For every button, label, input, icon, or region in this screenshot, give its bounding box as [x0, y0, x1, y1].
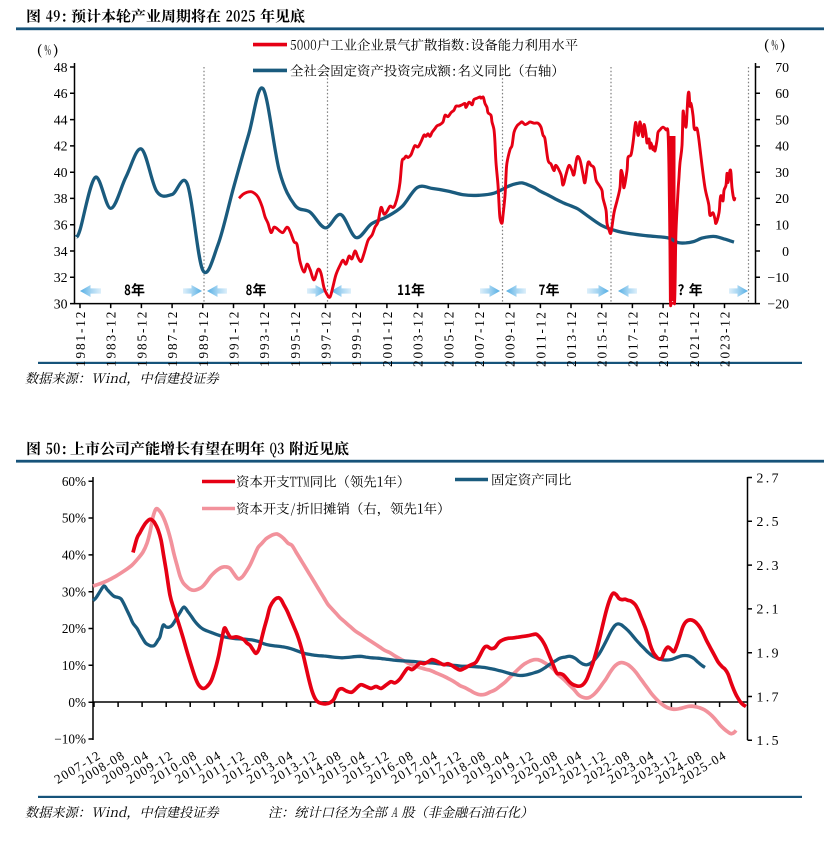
svg-text:1997-12: 1997-12	[319, 310, 334, 367]
svg-text:2.7: 2.7	[757, 470, 781, 485]
svg-text:1.7: 1.7	[757, 689, 781, 704]
svg-text:60%: 60%	[62, 474, 86, 489]
svg-text:2019-12: 2019-12	[656, 310, 671, 367]
svg-text:−10: −10	[767, 270, 789, 285]
svg-text:2011-12: 2011-12	[533, 310, 548, 367]
svg-text:−20: −20	[767, 296, 789, 311]
svg-text:−10%: −10%	[54, 732, 86, 747]
svg-text:2005-12: 2005-12	[441, 310, 456, 367]
svg-text:0%: 0%	[68, 695, 86, 710]
svg-text:2003-12: 2003-12	[411, 310, 426, 367]
svg-text:2.3: 2.3	[757, 558, 781, 573]
svg-text:2021-12: 2021-12	[687, 310, 702, 367]
svg-text:1.5: 1.5	[757, 733, 781, 748]
svg-text:36: 36	[54, 218, 68, 233]
svg-text:20%: 20%	[62, 621, 86, 636]
svg-text:32: 32	[54, 270, 68, 285]
svg-text:48: 48	[54, 60, 68, 75]
svg-text:40%: 40%	[62, 548, 86, 563]
svg-text:1.9: 1.9	[757, 646, 781, 661]
svg-text:1983-12: 1983-12	[104, 310, 119, 367]
svg-text:2013-12: 2013-12	[564, 310, 579, 367]
svg-text:70: 70	[775, 60, 789, 75]
svg-text:34: 34	[54, 244, 68, 259]
svg-text:1981-12: 1981-12	[73, 310, 88, 367]
svg-text:2017-12: 2017-12	[625, 310, 640, 367]
svg-text:30: 30	[54, 296, 68, 311]
svg-text:10: 10	[775, 218, 789, 233]
svg-text:30%: 30%	[62, 584, 86, 599]
svg-text:2.1: 2.1	[757, 602, 781, 617]
svg-text:40: 40	[54, 165, 68, 180]
svg-text:42: 42	[54, 139, 68, 154]
svg-text:2.5: 2.5	[757, 514, 781, 529]
svg-text:1993-12: 1993-12	[257, 310, 272, 367]
svg-text:40: 40	[775, 139, 789, 154]
svg-text:2023-12: 2023-12	[718, 310, 733, 367]
svg-text:30: 30	[775, 165, 789, 180]
svg-text:1995-12: 1995-12	[288, 310, 303, 367]
svg-text:2001-12: 2001-12	[380, 310, 395, 367]
svg-text:60: 60	[775, 86, 789, 101]
svg-text:1999-12: 1999-12	[349, 310, 364, 367]
svg-text:1985-12: 1985-12	[134, 310, 149, 367]
svg-text:46: 46	[54, 86, 68, 101]
svg-text:2009-12: 2009-12	[503, 310, 518, 367]
svg-text:0: 0	[782, 244, 789, 259]
svg-text:2015-12: 2015-12	[595, 310, 610, 367]
svg-text:50: 50	[775, 112, 789, 127]
svg-text:1991-12: 1991-12	[227, 310, 242, 367]
svg-text:50%: 50%	[62, 511, 86, 526]
svg-text:1989-12: 1989-12	[196, 310, 211, 367]
svg-text:20: 20	[775, 191, 789, 206]
svg-text:10%: 10%	[62, 658, 86, 673]
svg-text:38: 38	[54, 191, 68, 206]
svg-text:44: 44	[54, 112, 68, 127]
svg-text:1987-12: 1987-12	[165, 310, 180, 367]
svg-text:2007-12: 2007-12	[472, 310, 487, 367]
